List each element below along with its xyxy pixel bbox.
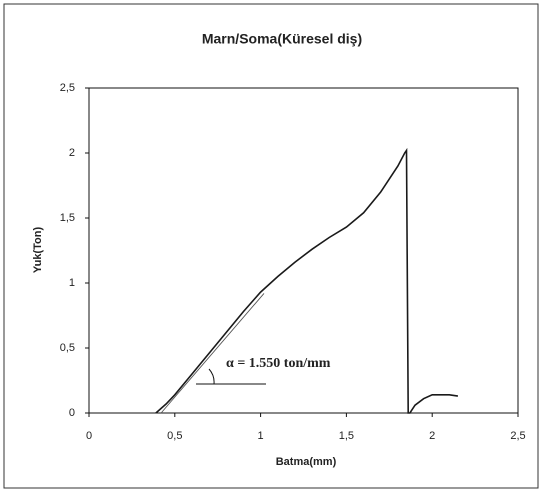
x-tick-label: 1,5 — [339, 430, 354, 442]
y-tick-label: 1 — [69, 277, 75, 289]
y-axis-label: Yuk(Ton) — [32, 227, 44, 274]
x-tick-label: 0,5 — [167, 430, 182, 442]
plot-frame — [88, 87, 519, 414]
chart-title: Marn/Soma(Küresel diş) — [202, 31, 362, 47]
data-line — [155, 147, 459, 414]
x-tick-label: 2,5 — [510, 430, 525, 442]
y-tick-label: 2 — [69, 147, 75, 159]
annotation: α = 1.550 ton/mm — [226, 356, 331, 371]
outer-frame — [3, 3, 539, 489]
y-tick-label: 2,5 — [60, 82, 75, 94]
x-tick-label: 0 — [86, 430, 92, 442]
y-tick-label: 0,5 — [60, 342, 75, 354]
angle-arc — [208, 368, 215, 385]
y-tick-label: 1,5 — [60, 212, 75, 224]
x-axis-label: Batma(mm) — [276, 456, 337, 468]
x-tick-label: 2 — [429, 430, 435, 442]
x-tick-label: 1 — [258, 430, 264, 442]
data-line — [160, 293, 265, 414]
y-tick-label: 0 — [69, 407, 75, 419]
